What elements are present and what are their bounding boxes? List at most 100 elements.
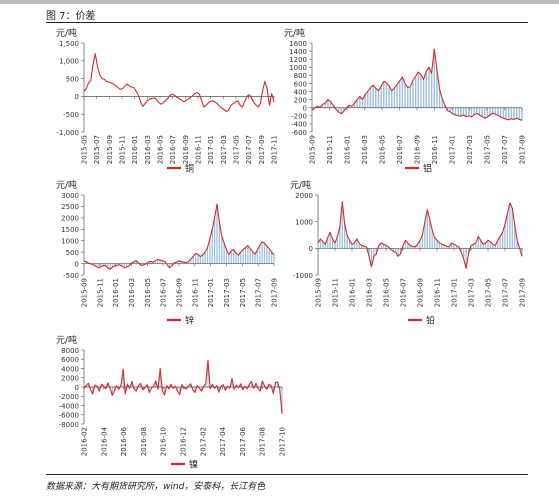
spread-bar: [446, 246, 448, 249]
spread-bar: [467, 248, 470, 254]
spread-bar: [393, 87, 396, 108]
spread-bar: [261, 380, 264, 387]
spread-bar: [361, 99, 364, 108]
spread-bar: [399, 248, 402, 254]
chart-aluminum: 元/吨16001400120010008006004002000-200-400…: [284, 27, 527, 175]
x-tick-label: 2016-10: [160, 427, 168, 456]
y-tick-label: -600: [291, 129, 307, 137]
y-tick-label: 4000: [61, 365, 79, 373]
x-tick-label: 2016-07: [160, 278, 168, 307]
spread-bar: [361, 245, 363, 249]
unit-label: 元/吨: [284, 27, 305, 39]
spread-bar: [324, 102, 327, 108]
spread-bar: [382, 244, 385, 249]
spread-bar: [250, 381, 253, 387]
x-tick-label: 2017-07: [501, 135, 509, 164]
x-tick-label: 2016-09: [414, 135, 422, 164]
x-tick-label: 2017-01: [207, 135, 215, 164]
spread-bar: [206, 247, 209, 264]
spread-bar: [249, 248, 251, 264]
x-tick-label: 2016-09: [182, 135, 190, 164]
unit-label: 元/吨: [56, 27, 77, 39]
x-tick-label: 2015-11: [326, 135, 334, 164]
spread-bar: [375, 88, 377, 108]
x-tick-label: 2016-08: [140, 427, 148, 456]
spread-bar: [123, 263, 126, 268]
y-tick-label: -400: [291, 121, 307, 129]
spread-bar: [436, 69, 438, 108]
spread-bar: [353, 243, 356, 249]
spread-bar: [111, 263, 114, 267]
spread-bar: [322, 241, 324, 249]
x-tick-label: 2017-09: [258, 135, 266, 164]
spread-bar: [197, 254, 199, 264]
spread-bar: [128, 263, 130, 266]
spread-bar: [489, 107, 491, 116]
y-tick-label: -500: [63, 272, 79, 280]
x-tick-label: 2016-11: [431, 135, 439, 164]
spread-bar: [159, 368, 161, 387]
spread-line: [317, 201, 523, 269]
spread-bar: [147, 262, 149, 264]
spread-bar: [240, 252, 242, 264]
y-tick-label: 1000: [289, 64, 307, 72]
spread-bar: [187, 261, 190, 264]
spread-bar: [369, 87, 372, 108]
x-tick-label: 2015-05: [81, 135, 89, 164]
spread-bar: [406, 87, 409, 108]
x-tick-label: 2017-01: [207, 278, 215, 307]
spread-bar: [465, 248, 467, 269]
spread-bar: [463, 248, 465, 259]
legend-label: 铝: [423, 163, 432, 175]
x-tick-label: 2016-05: [379, 135, 387, 164]
spread-line: [83, 359, 283, 414]
spread-bar: [266, 246, 268, 264]
spread-bar: [95, 263, 97, 267]
data-source-note: 数据来源：大有期货研究所，wind，安泰科，长江有色: [46, 482, 266, 492]
spread-bar: [426, 209, 428, 249]
spread-bar: [248, 384, 250, 387]
spread-bar: [446, 107, 449, 111]
spread-bar: [273, 254, 275, 264]
spread-bar: [97, 263, 99, 268]
spread-bar: [421, 235, 424, 249]
x-tick-label: 2017-03: [223, 278, 231, 307]
spread-bar: [516, 240, 518, 249]
spread-bar: [385, 82, 388, 108]
spread-bar: [509, 203, 511, 249]
spread-bar: [472, 244, 475, 249]
spread-bar: [470, 107, 473, 118]
spread-bar: [235, 253, 237, 264]
spread-bar: [409, 245, 411, 249]
spread-bar: [180, 261, 183, 264]
x-tick-label: 2016-11: [195, 135, 203, 164]
x-tick-label: 2017-10: [279, 427, 287, 456]
x-tick-label: 2016-09: [417, 278, 425, 307]
spread-bar: [346, 235, 348, 249]
spread-bar: [401, 76, 404, 108]
spread-bar: [87, 383, 89, 387]
spread-bar: [392, 248, 394, 251]
legend-label: 铅: [426, 315, 435, 327]
spread-bar: [261, 241, 263, 264]
spread-bar: [140, 263, 142, 266]
spread-bar: [126, 263, 128, 267]
spread-bar: [85, 261, 88, 264]
spread-bar: [385, 245, 387, 249]
spread-bar: [334, 243, 336, 249]
x-tick-label: 2017-05: [485, 278, 493, 307]
spread-bar: [429, 219, 431, 249]
y-tick-label: 1000: [295, 218, 313, 226]
spread-bar: [209, 238, 211, 264]
spread-bar: [482, 244, 484, 249]
spread-bar: [375, 248, 377, 254]
spread-bar: [121, 263, 123, 267]
spread-bar: [329, 101, 332, 108]
spread-bar: [336, 236, 339, 249]
spread-bar: [159, 259, 161, 264]
spread-bar: [380, 86, 382, 108]
spread-bar: [135, 387, 137, 392]
spread-bar: [327, 237, 329, 249]
spread-bar: [481, 107, 483, 117]
spread-bar: [351, 106, 353, 108]
